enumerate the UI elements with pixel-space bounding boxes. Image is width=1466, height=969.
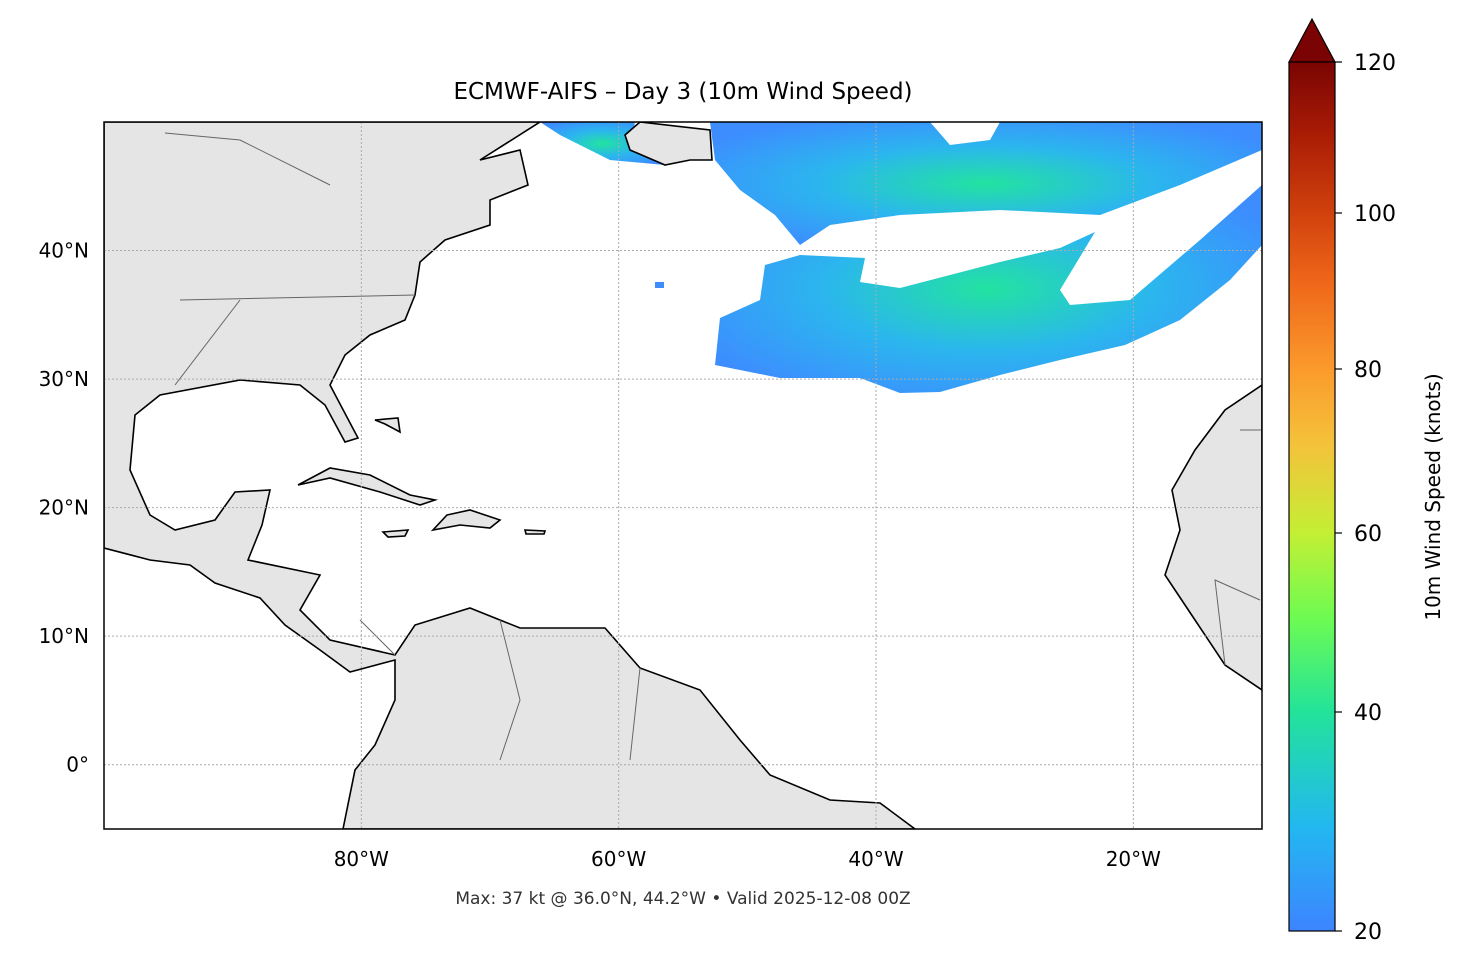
land-newfoundland (624, 122, 713, 166)
country-border (179, 294, 416, 301)
colorbar-label: 10m Wind Speed (knots) (1421, 373, 1445, 620)
colorbar-tick-label: 100 (1354, 202, 1396, 227)
wind-speed-pixel (655, 282, 664, 288)
chart-subtitle: Max: 37 kt @ 36.0°N, 44.2°W • Valid 2025… (455, 889, 910, 909)
country-border (499, 619, 521, 761)
x-tick-label: 80°W (334, 847, 389, 871)
land-puerto-rico (523, 529, 547, 535)
y-tick-label: 40°N (39, 239, 89, 263)
country-border (164, 132, 331, 186)
country-border (174, 299, 241, 386)
land-jamaica (381, 529, 410, 538)
colorbar-tick-label: 40 (1354, 701, 1382, 726)
y-tick-label: 20°N (39, 496, 89, 520)
land-americas (104, 122, 917, 829)
x-tick-label: 20°W (1106, 847, 1161, 871)
colorbar-extend-max (1287, 17, 1337, 63)
colorbar-gradient (1288, 61, 1336, 932)
x-tick-label: 60°W (591, 847, 646, 871)
calm-gap (930, 122, 1000, 145)
x-tick-label: 40°W (848, 847, 903, 871)
wind-speed-region (710, 122, 1262, 245)
colorbar-tick-label: 60 (1354, 522, 1382, 547)
colorbar-tick-label: 80 (1354, 358, 1382, 383)
map-axes (104, 122, 1262, 829)
colorbar-tick-label: 20 (1354, 920, 1382, 945)
wind-speed-region (540, 122, 665, 165)
colorbar: 20 40 60 80 100 120 10m Wind Speed (knots) (1287, 17, 1445, 945)
land-hispaniola (430, 509, 502, 532)
country-border (359, 619, 396, 656)
land-bahamas (374, 417, 402, 434)
country-border (629, 667, 641, 761)
map-frame (103, 121, 1263, 830)
y-tick-label: 30°N (39, 367, 89, 391)
land-africa (1164, 384, 1262, 691)
wind-speed-region (715, 185, 1262, 393)
chart-title: ECMWF-AIFS – Day 3 (10m Wind Speed) (453, 79, 912, 105)
colorbar-tick-label: 120 (1354, 51, 1396, 76)
y-tick-label: 10°N (39, 624, 89, 648)
y-tick-label: 0° (66, 753, 89, 777)
land-cuba (297, 467, 439, 506)
